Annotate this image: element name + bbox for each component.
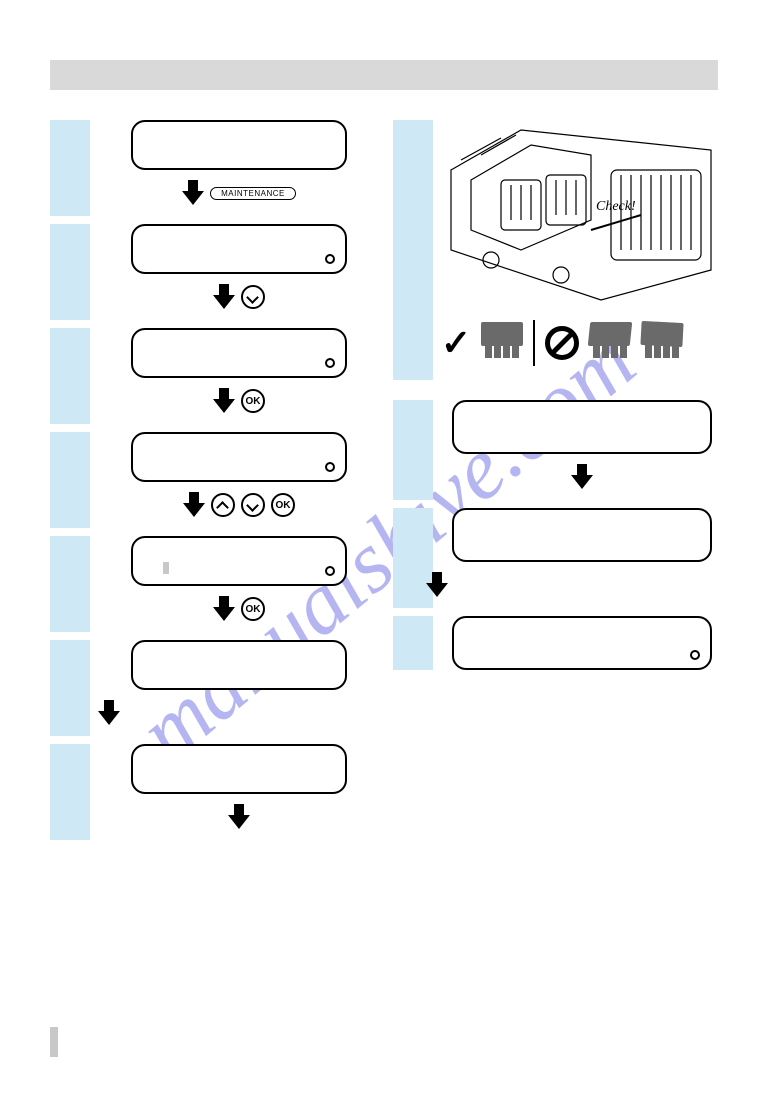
step-number-box (50, 744, 90, 840)
left-step-1: MAINTENANCE (50, 120, 380, 216)
ok-button: OK (241, 389, 265, 413)
left-step-3: OK (50, 328, 380, 424)
step-number-box (393, 120, 433, 380)
wiper-wrong-icon (589, 322, 631, 364)
left-step-2 (50, 224, 380, 320)
step-number-box (393, 616, 433, 670)
down-button (241, 285, 265, 309)
step-number-box (50, 640, 90, 736)
lcd-display (131, 640, 347, 690)
left-step-6 (50, 640, 380, 736)
section-header-bar (50, 60, 718, 90)
arrow-down-icon (98, 700, 120, 726)
arrow-down-icon (213, 596, 235, 622)
left-step-7 (50, 744, 380, 840)
page-number-indicator (50, 1027, 58, 1057)
lcd-display (452, 616, 712, 670)
divider (533, 320, 535, 366)
wiper-wrong-icon (641, 322, 683, 364)
step-number-box (50, 536, 90, 632)
wiper-correct-icon (481, 322, 523, 364)
lcd-display (452, 508, 712, 562)
arrow-down-icon (182, 180, 204, 206)
check-callout: Check! (596, 199, 636, 214)
up-button (211, 493, 235, 517)
maintenance-button: MAINTENANCE (210, 187, 296, 200)
step-number-box (393, 400, 433, 500)
arrow-down-icon (213, 284, 235, 310)
lcd-display (131, 328, 347, 378)
right-step-3 (393, 508, 723, 608)
step-number-box (50, 224, 90, 320)
ok-button: OK (241, 597, 265, 621)
lcd-display (131, 432, 347, 482)
arrow-down-icon (571, 464, 593, 490)
right-step-1: Check! ✓ (393, 120, 723, 380)
step-number-box (50, 328, 90, 424)
arrow-down-icon (213, 388, 235, 414)
step-number-box (50, 432, 90, 528)
ok-button: OK (271, 493, 295, 517)
arrow-down-icon (228, 804, 250, 830)
wiper-orientation-icons: ✓ (441, 320, 723, 366)
down-button (241, 493, 265, 517)
step-number-box (50, 120, 90, 216)
left-step-5: OK (50, 536, 380, 632)
right-step-4 (393, 616, 723, 670)
arrow-down-icon (183, 492, 205, 518)
printer-illustration: Check! (441, 120, 721, 305)
lcd-display (131, 744, 347, 794)
lcd-display (131, 536, 347, 586)
arrow-down-icon (426, 572, 448, 598)
right-column: Check! ✓ (393, 120, 723, 678)
lcd-display (452, 400, 712, 454)
lcd-display (131, 120, 347, 170)
right-step-2 (393, 400, 723, 500)
prohibit-icon (545, 326, 579, 360)
left-step-4: OK (50, 432, 380, 528)
checkmark-icon: ✓ (441, 322, 471, 364)
left-column: MAINTENANCE OK (50, 120, 380, 848)
lcd-display (131, 224, 347, 274)
